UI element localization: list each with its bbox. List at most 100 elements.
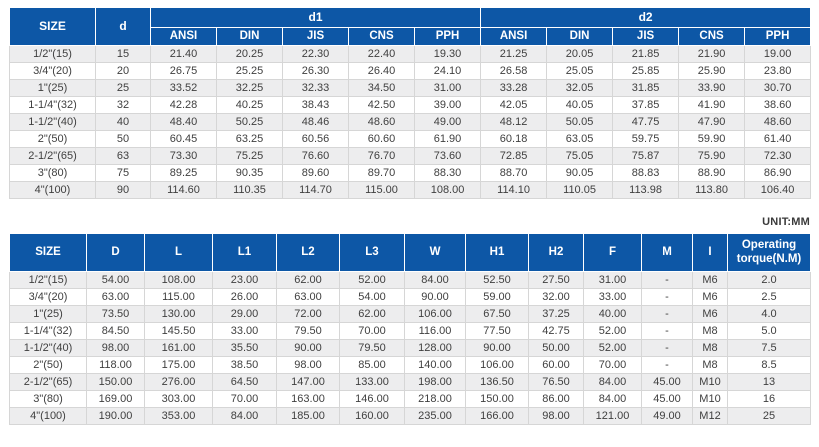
- value-cell: 86.00: [528, 390, 584, 408]
- value-cell: 23.00: [212, 271, 277, 289]
- diameter-table-body: 1/2"(15) 15 21.40 20.25 22.30 22.40 19.30 21.25…: [9, 45, 812, 199]
- header-row: SIZE D L L1 L2 L3 W H1 H2 F M I Operating torque(N.M…: [9, 233, 811, 272]
- value-cell: 90.05: [546, 164, 614, 182]
- value-cell: 45.00: [641, 390, 693, 408]
- dimension-spec-table: SIZE D L L1 L2 L3 W H1 H2 F M I Operating torque(N.M…: [9, 233, 811, 425]
- table-row: 3"(80) 75 89.25 90.35 89.60 89.70 88.30 88.70 90…: [9, 164, 812, 182]
- value-cell: 84.00: [404, 271, 466, 289]
- value-cell: M6: [692, 288, 728, 306]
- value-cell: 161.00: [144, 339, 213, 357]
- value-cell: 60.00: [528, 356, 584, 374]
- value-cell: 59.00: [465, 288, 529, 306]
- value-cell: 303.00: [144, 390, 213, 408]
- value-cell: -: [641, 288, 693, 306]
- value-cell: 5.0: [727, 322, 811, 340]
- table-row: 3"(80) 169.00 303.00 70.00 163.00 146.00 218.0…: [9, 390, 811, 408]
- value-cell: 63.00: [276, 288, 340, 306]
- column-header-d: d: [95, 7, 151, 46]
- value-cell: 21.85: [612, 45, 680, 63]
- value-cell: 106.40: [744, 181, 812, 199]
- size-cell: 3/4"(20): [9, 62, 96, 80]
- value-cell: 50: [95, 130, 151, 148]
- value-cell: 39.00: [413, 96, 482, 114]
- value-cell: 114.70: [282, 181, 349, 199]
- table-row: 2-1/2"(65) 150.00 276.00 64.50 147.00 133.00 1…: [9, 373, 811, 391]
- value-cell: 32.05: [546, 79, 614, 97]
- value-cell: 50.05: [546, 113, 614, 131]
- value-cell: 175.00: [144, 356, 213, 374]
- column-header-f: F: [583, 233, 642, 272]
- value-cell: 33.28: [480, 79, 548, 97]
- value-cell: 190.00: [86, 407, 145, 425]
- column-header-h2: H2: [528, 233, 584, 272]
- value-cell: 63.05: [546, 130, 614, 148]
- value-cell: 89.60: [282, 164, 349, 182]
- column-header-cns: CNS: [348, 27, 415, 46]
- value-cell: 67.50: [465, 305, 529, 323]
- dimension-table-body: 1/2"(15) 54.00 108.00 23.00 62.00 52.00 84.00 5…: [9, 271, 811, 425]
- value-cell: 79.50: [339, 339, 405, 357]
- value-cell: 25: [95, 79, 151, 97]
- value-cell: 19.00: [744, 45, 812, 63]
- column-header-pph: PPH: [744, 27, 812, 46]
- value-cell: -: [641, 305, 693, 323]
- table-row: 1/2"(15) 54.00 108.00 23.00 62.00 52.00 84.00 5…: [9, 271, 811, 289]
- size-cell: 1-1/2"(40): [9, 339, 87, 357]
- value-cell: 2.5: [727, 288, 811, 306]
- size-cell: 2"(50): [9, 130, 96, 148]
- value-cell: 25.25: [216, 62, 283, 80]
- table-row: 1-1/2"(40) 98.00 161.00 35.50 90.00 79.50 128.…: [9, 339, 811, 357]
- value-cell: 31.00: [583, 271, 642, 289]
- value-cell: 84.50: [86, 322, 145, 340]
- value-cell: 60.56: [282, 130, 349, 148]
- value-cell: 15: [95, 45, 151, 63]
- value-cell: 25.90: [678, 62, 746, 80]
- table-row: 4"(100) 90 114.60 110.35 114.70 115.00 108.00 1…: [9, 181, 812, 199]
- table-row: 1-1/4"(32) 32 42.28 40.25 38.43 42.50 39.00 42.…: [9, 96, 812, 114]
- value-cell: 113.80: [678, 181, 746, 199]
- value-cell: 27.50: [528, 271, 584, 289]
- size-cell: 3"(80): [9, 390, 87, 408]
- value-cell: 72.00: [276, 305, 340, 323]
- column-header-jis: JIS: [282, 27, 349, 46]
- value-cell: 98.00: [276, 356, 340, 374]
- value-cell: 63.00: [86, 288, 145, 306]
- value-cell: 185.00: [276, 407, 340, 425]
- value-cell: 60.60: [348, 130, 415, 148]
- value-cell: 70.00: [212, 390, 277, 408]
- size-cell: 1"(25): [9, 305, 87, 323]
- table-row: 1-1/2"(40) 40 48.40 50.25 48.46 48.60 49.00 48.…: [9, 113, 812, 131]
- value-cell: -: [641, 356, 693, 374]
- size-cell: 4"(100): [9, 407, 87, 425]
- value-cell: 52.50: [465, 271, 529, 289]
- table-row: 2-1/2"(65) 63 73.30 75.25 76.60 76.70 73.60 72.…: [9, 147, 812, 165]
- value-cell: 47.75: [612, 113, 680, 131]
- value-cell: 32.33: [282, 79, 349, 97]
- value-cell: 22.40: [348, 45, 415, 63]
- size-cell: 1-1/2"(40): [9, 113, 96, 131]
- value-cell: 106.00: [465, 356, 529, 374]
- column-header-din: DIN: [216, 27, 283, 46]
- value-cell: 166.00: [465, 407, 529, 425]
- value-cell: 133.00: [339, 373, 405, 391]
- value-cell: 84.00: [583, 390, 642, 408]
- value-cell: 106.00: [404, 305, 466, 323]
- value-cell: 59.75: [612, 130, 680, 148]
- value-cell: 31.85: [612, 79, 680, 97]
- value-cell: 40.05: [546, 96, 614, 114]
- value-cell: 19.30: [413, 45, 482, 63]
- value-cell: 59.90: [678, 130, 746, 148]
- value-cell: 24.10: [413, 62, 482, 80]
- value-cell: 52.00: [583, 322, 642, 340]
- value-cell: 70.00: [339, 322, 405, 340]
- value-cell: 130.00: [144, 305, 213, 323]
- table-row: 1"(25) 73.50 130.00 29.00 72.00 62.00 106.00 67…: [9, 305, 811, 323]
- value-cell: 76.50: [528, 373, 584, 391]
- value-cell: 114.10: [480, 181, 548, 199]
- value-cell: 22.30: [282, 45, 349, 63]
- value-cell: 4.0: [727, 305, 811, 323]
- value-cell: 52.00: [583, 339, 642, 357]
- value-cell: 33.90: [678, 79, 746, 97]
- value-cell: 115.00: [144, 288, 213, 306]
- value-cell: 61.40: [744, 130, 812, 148]
